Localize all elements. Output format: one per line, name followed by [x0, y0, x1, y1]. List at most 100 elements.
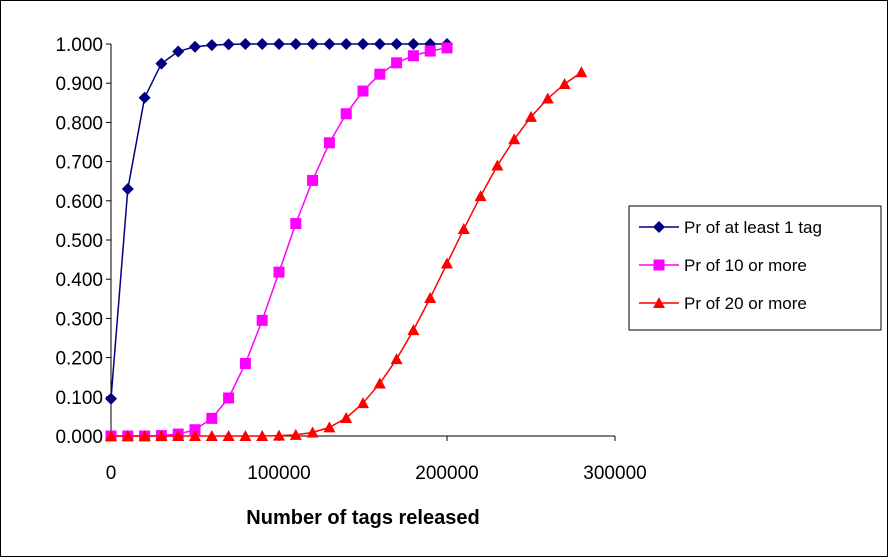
y-tick-label: 0.300 [55, 309, 103, 330]
y-tick-label: 0.500 [55, 231, 103, 252]
data-point [138, 91, 151, 104]
data-point [407, 38, 420, 50]
data-point [256, 430, 269, 441]
x-tick-label: 100000 [247, 463, 310, 484]
data-point [407, 324, 420, 336]
data-point [340, 108, 352, 120]
data-point [575, 66, 588, 78]
data-point [340, 411, 353, 423]
data-point [541, 92, 554, 104]
data-point [105, 430, 117, 441]
data-point [407, 50, 419, 62]
data-point [205, 430, 218, 441]
y-tick-label: 0.000 [55, 427, 103, 448]
plot-area: 0.000 0.100 0.200 0.300 0.400 0.500 0.600 0.700… [55, 35, 647, 484]
legend-marker [653, 297, 665, 308]
legend-label: Pr of at least 1 tag [684, 218, 822, 237]
data-point [273, 38, 285, 50]
data-point [474, 190, 487, 202]
data-point [239, 430, 252, 441]
legend-item: Pr of 20 or more [639, 294, 807, 313]
data-point [121, 430, 134, 441]
legend-label: Pr of 20 or more [684, 294, 807, 313]
data-point [172, 45, 185, 58]
y-axis-ticks: 0.000 0.100 0.200 0.300 0.400 0.500 0.600 0.700… [55, 35, 111, 448]
data-point [373, 377, 386, 389]
data-point [239, 38, 252, 50]
data-point [273, 429, 285, 441]
y-tick-label: 0.800 [55, 113, 103, 134]
series-2 [105, 42, 453, 442]
data-point [323, 137, 335, 149]
data-point [289, 38, 302, 50]
x-tick-label: 300000 [583, 463, 646, 484]
series-line [110, 43, 447, 399]
y-tick-label: 0.600 [55, 192, 103, 213]
data-point [424, 45, 436, 57]
y-tick-label: 0.100 [55, 388, 103, 409]
data-point [491, 159, 504, 171]
legend-label: Pr of 10 or more [684, 256, 807, 275]
legend-item: Pr of at least 1 tag [639, 218, 822, 237]
x-axis-title: Number of tags released [246, 507, 479, 529]
data-point [222, 430, 235, 441]
data-point [391, 57, 403, 69]
data-point [558, 77, 571, 89]
data-point [357, 38, 369, 50]
data-point [508, 133, 521, 145]
x-tick-label: 200000 [415, 463, 478, 484]
data-point [121, 183, 134, 196]
data-point [525, 110, 537, 122]
data-point [290, 218, 302, 230]
data-point [357, 85, 369, 97]
data-point [457, 223, 470, 235]
data-point [138, 430, 151, 441]
data-point [441, 42, 453, 54]
data-point [155, 57, 168, 70]
data-point [222, 38, 235, 51]
series-line [111, 47, 448, 437]
legend-marker [653, 259, 665, 271]
data-point [289, 428, 302, 440]
x-tick-label: 0 [106, 463, 117, 484]
data-point [390, 38, 403, 50]
data-point [323, 38, 336, 50]
series-1 [105, 38, 453, 405]
data-point [205, 39, 218, 52]
data-point [223, 392, 235, 404]
legend: Pr of at least 1 tag Pr of 10 or more Pr o… [628, 205, 882, 331]
legend-marker [653, 221, 665, 233]
data-point [441, 257, 453, 269]
data-point [256, 38, 269, 50]
y-tick-label: 0.200 [55, 349, 103, 370]
x-axis-ticks: 0 100000 200000 300000 [106, 436, 647, 484]
series-line [111, 71, 582, 437]
data-point [340, 38, 353, 50]
legend-items: Pr of at least 1 tag Pr of 10 or more Pr o… [639, 218, 822, 313]
data-point [307, 174, 319, 186]
y-tick-label: 0.700 [55, 153, 103, 174]
data-point [172, 430, 185, 441]
data-point [239, 357, 251, 369]
data-point [155, 430, 168, 441]
data-point [273, 266, 285, 278]
data-point [357, 397, 369, 409]
data-point [323, 421, 336, 433]
y-tick-label: 0.400 [55, 270, 103, 291]
data-point [424, 292, 437, 304]
data-point [374, 68, 386, 80]
data-point [206, 412, 218, 424]
data-point [189, 424, 201, 436]
data-point [189, 40, 201, 53]
series-layer [105, 38, 588, 442]
data-point [189, 430, 201, 441]
series-3 [105, 66, 588, 441]
data-point [256, 314, 268, 326]
y-tick-label: 0.900 [55, 74, 103, 95]
data-point [373, 38, 386, 50]
data-point [306, 38, 319, 50]
legend-item: Pr of 10 or more [639, 256, 807, 275]
y-tick-label: 1.000 [55, 35, 103, 56]
